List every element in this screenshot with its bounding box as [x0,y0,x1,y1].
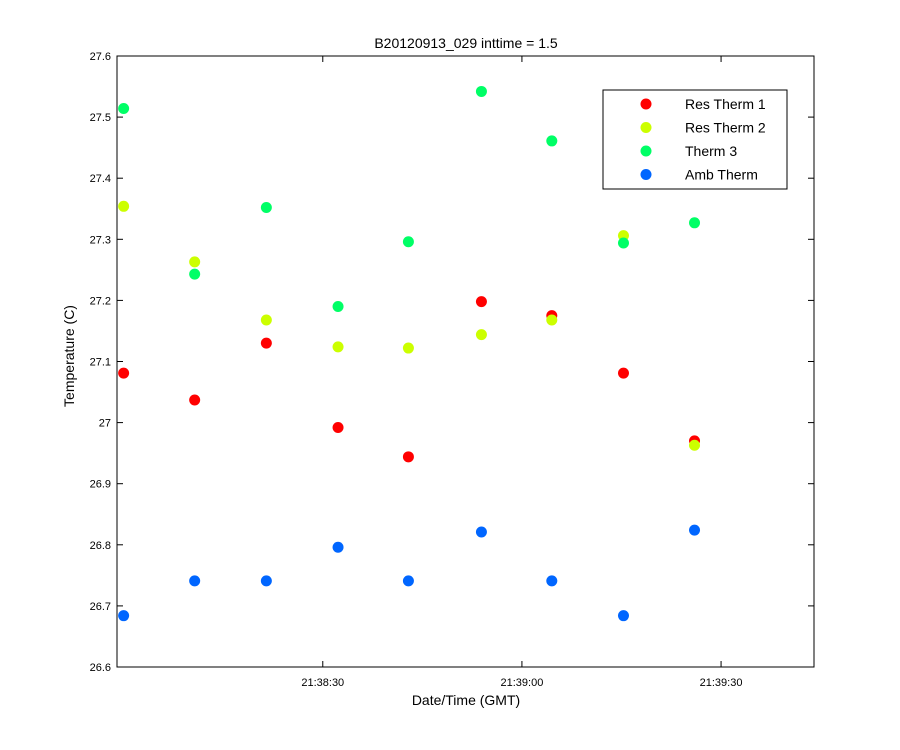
point-res-therm-1 [475,296,487,308]
point-therm-3 [617,237,629,249]
point-therm-3 [189,268,201,280]
y-tick-label: 27.2 [90,295,111,307]
legend-marker-res-therm-1 [640,98,652,110]
point-therm-3 [260,202,272,214]
point-amb-therm [689,524,701,536]
point-therm-3 [475,85,487,97]
point-res-therm-1 [617,367,629,379]
point-therm-3 [546,135,558,147]
legend: Res Therm 1 Res Therm 2 Therm 3 Amb Therm [602,89,788,190]
point-res-therm-2 [402,342,414,354]
point-res-therm-1 [189,394,201,406]
point-therm-3 [118,103,130,115]
legend-marker-res-therm-2 [640,122,652,133]
point-res-therm-2 [260,314,272,326]
x-axis-ticks: 21:38:30 21:39:00 21:39:30 [301,56,742,689]
point-amb-therm [260,575,272,587]
point-amb-therm [475,526,487,538]
y-axis-ticks: 26.6 26.7 26.8 26.9 27 27.1 27.2 27.3 27.4 27.5 27… [90,51,814,674]
y-tick-label: 27.4 [90,173,111,185]
y-tick-label: 27.3 [90,234,111,246]
point-amb-therm [189,575,201,587]
point-res-therm-2 [118,200,130,212]
point-therm-3 [402,236,414,248]
y-tick-label: 27.6 [90,51,111,63]
data-points [118,85,701,622]
y-axis-label: Temperature (C) [61,305,77,407]
y-tick-label: 27.1 [90,357,111,369]
point-res-therm-2 [189,256,201,268]
y-tick-label: 26.7 [90,601,111,613]
legend-box [602,89,788,190]
y-tick-label: 27.5 [90,112,111,124]
point-amb-therm [546,575,558,587]
y-tick-label: 27 [99,418,111,430]
chart-title: B20120913_029 inttime = 1.5 [374,35,558,51]
y-tick-label: 26.9 [90,479,111,491]
point-amb-therm [118,610,130,622]
point-amb-therm [402,575,414,587]
legend-marker-amb-therm [640,169,652,180]
point-amb-therm [617,610,629,622]
point-therm-3 [332,301,344,313]
y-tick-label: 26.6 [90,662,111,674]
point-res-therm-2 [332,341,344,353]
x-tick-label: 21:39:00 [501,677,544,689]
legend-label-therm-3: Therm 3 [685,143,737,159]
legend-marker-therm-3 [640,145,652,157]
point-res-therm-1 [332,421,344,433]
point-amb-therm [332,541,344,553]
legend-label-res-therm-2: Res Therm 2 [685,120,766,136]
point-res-therm-2 [546,314,558,326]
point-therm-3 [689,217,701,229]
point-res-therm-2 [689,439,701,451]
point-res-therm-1 [118,367,130,379]
point-res-therm-1 [402,451,414,463]
x-tick-label: 21:38:30 [301,677,344,689]
legend-label-res-therm-1: Res Therm 1 [685,96,766,112]
y-tick-label: 26.8 [90,540,111,552]
legend-label-amb-therm: Amb Therm [685,167,758,183]
x-tick-label: 21:39:30 [700,677,743,689]
x-axis-label: Date/Time (GMT) [412,692,520,708]
point-res-therm-2 [475,329,487,341]
point-res-therm-1 [260,337,272,349]
